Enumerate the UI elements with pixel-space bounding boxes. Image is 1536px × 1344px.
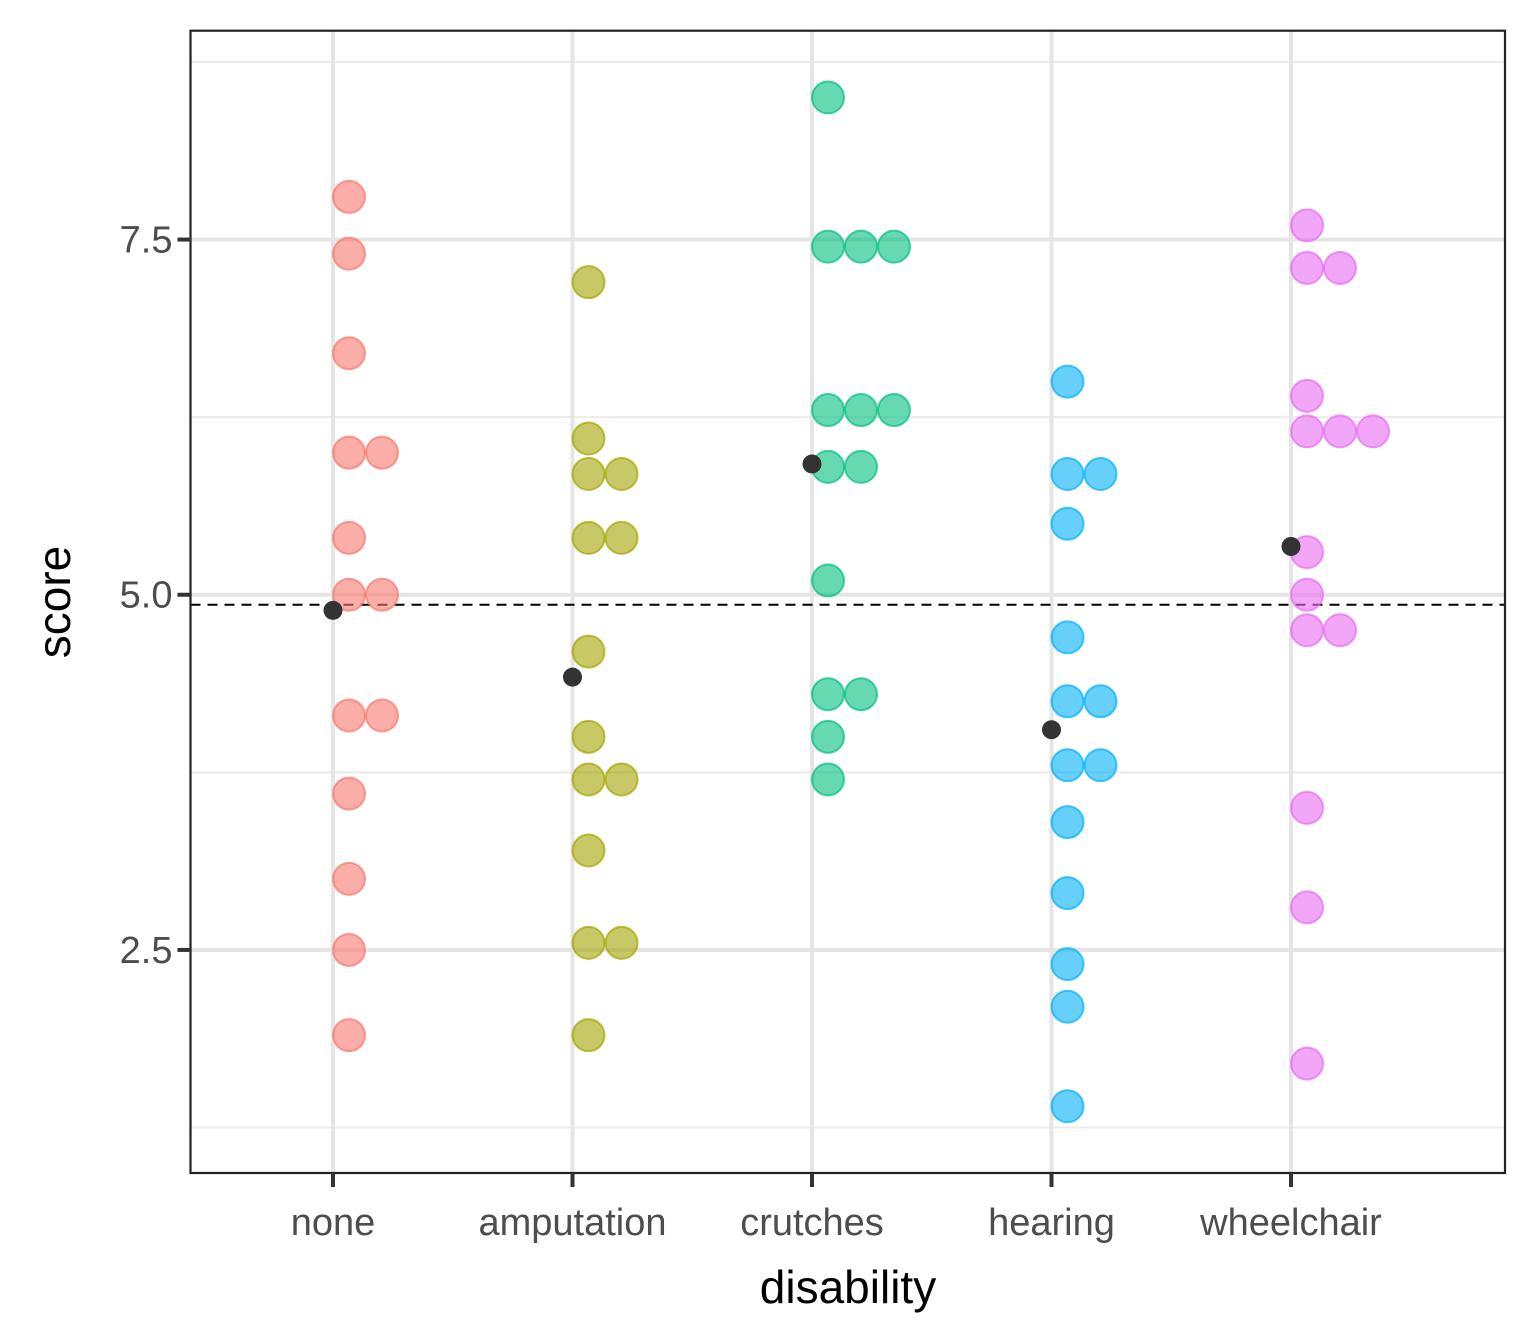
x-tick-label: amputation — [478, 1202, 666, 1244]
data-point-wheelchair — [1323, 414, 1357, 449]
data-point-hearing — [1050, 947, 1085, 982]
data-point-none — [365, 577, 399, 612]
data-point-hearing — [1083, 748, 1118, 783]
data-point-wheelchair — [1290, 890, 1324, 925]
data-point-wheelchair — [1290, 250, 1324, 285]
mean-point-crutches — [802, 454, 822, 474]
data-point-amputation — [571, 421, 606, 456]
data-point-crutches — [844, 229, 878, 264]
data-point-wheelchair — [1290, 790, 1324, 825]
data-points — [332, 80, 1390, 1124]
data-point-hearing — [1050, 364, 1085, 399]
data-point-none — [332, 776, 366, 811]
data-point-crutches — [811, 762, 845, 797]
data-point-none — [332, 698, 366, 733]
data-point-amputation — [571, 833, 606, 868]
data-point-hearing — [1050, 456, 1085, 491]
data-point-amputation — [571, 925, 606, 960]
data-point-crutches — [811, 677, 845, 712]
data-point-none — [332, 179, 366, 214]
data-point-hearing — [1050, 1089, 1085, 1124]
data-point-wheelchair — [1290, 378, 1324, 413]
data-point-amputation — [604, 520, 639, 555]
data-point-crutches — [844, 677, 878, 712]
data-point-none — [365, 435, 399, 470]
data-point-wheelchair — [1356, 414, 1390, 449]
data-point-none — [332, 861, 366, 896]
data-point-wheelchair — [1290, 577, 1324, 612]
data-point-crutches — [811, 229, 845, 264]
data-point-wheelchair — [1290, 613, 1324, 648]
data-point-amputation — [571, 762, 606, 797]
data-point-hearing — [1050, 748, 1085, 783]
data-point-wheelchair — [1290, 414, 1324, 449]
mean-point-hearing — [1042, 720, 1061, 740]
panel-border — [189, 29, 1507, 1175]
data-point-wheelchair — [1290, 208, 1324, 243]
y-axis-title: score — [28, 546, 80, 658]
data-point-hearing — [1050, 506, 1085, 541]
data-point-hearing — [1083, 684, 1118, 719]
data-point-none — [332, 1018, 366, 1053]
data-point-wheelchair — [1323, 613, 1357, 648]
data-point-amputation — [604, 762, 639, 797]
x-axis-title: disability — [760, 1261, 936, 1313]
data-point-none — [332, 236, 366, 271]
data-point-none — [332, 435, 366, 470]
data-point-crutches — [877, 393, 911, 428]
data-point-hearing — [1050, 684, 1085, 719]
x-axis: none amputation crutches hearing wheelchair — [291, 1173, 1382, 1244]
data-point-amputation — [604, 456, 639, 491]
data-point-amputation — [604, 925, 639, 960]
y-tick-label: 7.5 — [120, 220, 173, 262]
data-point-crutches — [877, 229, 911, 264]
data-point-hearing — [1050, 805, 1085, 840]
mean-point-amputation — [563, 667, 582, 687]
data-point-amputation — [571, 520, 606, 555]
x-tick-label: hearing — [988, 1202, 1115, 1244]
data-point-wheelchair — [1290, 1046, 1324, 1081]
data-point-crutches — [811, 80, 845, 115]
data-point-amputation — [571, 265, 606, 300]
data-point-hearing — [1050, 620, 1085, 655]
data-point-crutches — [844, 393, 878, 428]
data-point-crutches — [811, 393, 845, 428]
data-point-amputation — [571, 456, 606, 491]
y-tick-label: 2.5 — [120, 930, 173, 972]
data-point-hearing — [1083, 456, 1118, 491]
x-tick-label: none — [291, 1202, 376, 1244]
mean-point-none — [323, 600, 343, 620]
y-tick-label: 5.0 — [120, 575, 173, 617]
y-axis: 2.5 5.0 7.5 — [120, 220, 191, 972]
data-point-amputation — [571, 634, 606, 669]
data-point-wheelchair — [1323, 250, 1357, 285]
data-point-amputation — [571, 719, 606, 754]
data-point-crutches — [811, 563, 845, 598]
data-point-crutches — [844, 449, 878, 484]
x-tick-label: wheelchair — [1199, 1202, 1382, 1244]
data-point-none — [332, 520, 366, 555]
data-point-none — [365, 698, 399, 733]
mean-point-wheelchair — [1281, 536, 1301, 556]
group-mean-points — [323, 454, 1301, 740]
data-point-amputation — [571, 1018, 606, 1053]
data-point-hearing — [1050, 876, 1085, 911]
data-point-crutches — [811, 719, 845, 754]
data-point-none — [332, 336, 366, 371]
data-point-none — [332, 932, 366, 967]
x-tick-label: crutches — [740, 1202, 884, 1244]
data-point-hearing — [1050, 989, 1085, 1024]
